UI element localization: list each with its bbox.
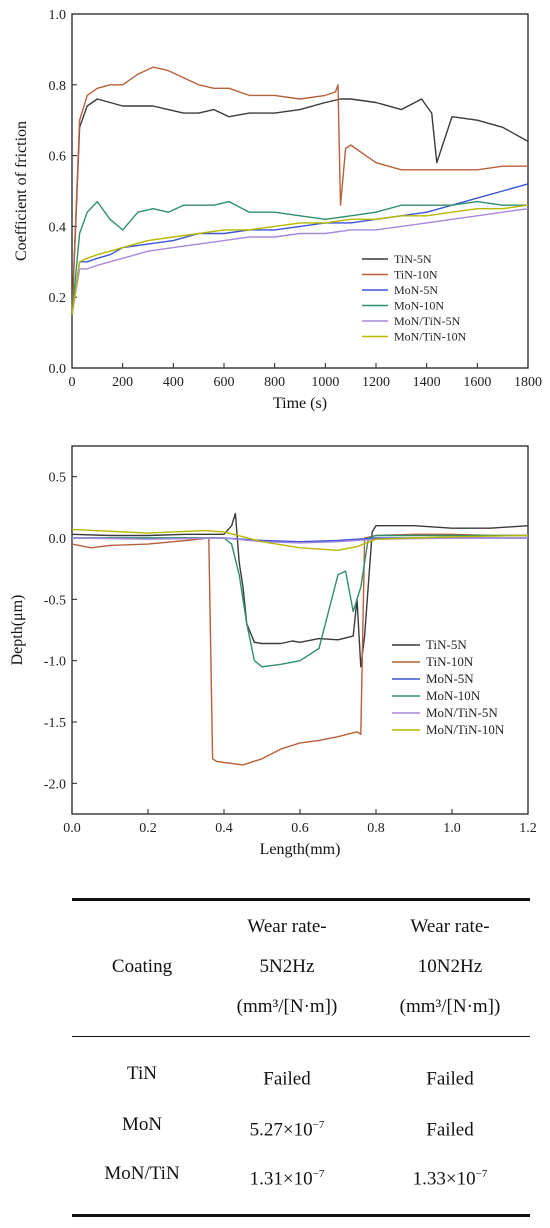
series-line-mon-10n bbox=[72, 534, 528, 668]
friction-chart: 0 200 400 600 800 1000 1200 1400 1600 1800 0.0 0.2 0… bbox=[13, 8, 542, 412]
x-axis-label: Length(mm) bbox=[260, 841, 341, 858]
x-tick-label: 0 bbox=[69, 375, 76, 390]
table-bottom-rule bbox=[72, 1214, 530, 1217]
legend: TiN-5N TiN-10N MoN-5N MoN-10N MoN/TiN-5N MoN/… bbox=[392, 637, 505, 737]
series-line-mon-tin-5n bbox=[71, 208, 529, 316]
x-tick-label: 1.0 bbox=[443, 821, 461, 836]
x-tick-label: 1400 bbox=[413, 375, 441, 390]
y-tick-label: -2.0 bbox=[44, 777, 66, 792]
legend-label: MoN-5N bbox=[426, 671, 474, 686]
series-line-tin-5n bbox=[71, 512, 529, 668]
y-tick-label: 0.4 bbox=[49, 220, 67, 235]
header-col1-line2: 5N2Hz bbox=[259, 956, 315, 977]
series-line-mon-tin-5n bbox=[71, 537, 528, 544]
series-line-mon-5n bbox=[71, 183, 529, 315]
header-col2-line1: Wear rate- bbox=[410, 916, 490, 937]
legend-label: MoN-10N bbox=[394, 299, 444, 313]
depth-profile-chart: 0.0 0.2 0.4 0.6 0.8 1.0 1.2 0.5 0.0 -0.5 -1.0 -1.5 -… bbox=[9, 445, 537, 858]
legend-label: MoN/TiN-10N bbox=[426, 722, 505, 737]
x-tick-label: 1200 bbox=[362, 375, 390, 390]
legend-label: MoN-5N bbox=[394, 283, 438, 297]
header-col2-line3: (mm³/[N·m]) bbox=[399, 996, 501, 1017]
x-tick-label: 1.2 bbox=[519, 821, 537, 836]
x-tick-label: 0.0 bbox=[63, 821, 81, 836]
series-line-mon-tin-10n bbox=[71, 528, 529, 552]
x-tick-label: 0.6 bbox=[291, 821, 309, 836]
y-tick-label: -1.0 bbox=[44, 655, 66, 670]
row-mon-value1: 5.27×10−7 bbox=[249, 1119, 325, 1141]
legend-label: TiN-10N bbox=[394, 268, 438, 282]
y-tick-label: -1.5 bbox=[44, 716, 66, 731]
legend-label: MoN/TiN-5N bbox=[426, 705, 498, 720]
plot-frame bbox=[71, 13, 529, 369]
table-top-rule bbox=[72, 898, 530, 901]
x-tick-label: 200 bbox=[112, 375, 133, 390]
x-tick-label: 400 bbox=[163, 375, 184, 390]
series-line-tin-10n bbox=[71, 66, 528, 315]
y-tick-label: 0.5 bbox=[49, 471, 67, 486]
y-axis-label: Depth(μm) bbox=[9, 595, 26, 666]
y-tick-label: 0.6 bbox=[49, 150, 67, 165]
legend-label: TiN-10N bbox=[426, 654, 474, 669]
header-col1-line1: Wear rate- bbox=[247, 916, 327, 937]
row-montin-value1: 1.31×10−7 bbox=[249, 1168, 325, 1190]
row-tin-value1: Failed bbox=[263, 1068, 311, 1090]
y-tick-label: 0.2 bbox=[49, 291, 67, 306]
series-line-mon-10n bbox=[71, 200, 528, 315]
y-axis-label: Coefficient of friction bbox=[13, 121, 30, 261]
row-mon-value2: Failed bbox=[426, 1119, 474, 1141]
legend-label: TiN-5N bbox=[426, 637, 467, 652]
x-tick-label: 600 bbox=[214, 375, 235, 390]
row-mon-coating: MoN bbox=[121, 1114, 163, 1135]
y-tick-label: 1.0 bbox=[49, 8, 67, 23]
x-axis-label: Time (s) bbox=[273, 395, 327, 412]
y-tick-label: 0.0 bbox=[49, 362, 67, 377]
series-line-tin-5n bbox=[71, 98, 529, 315]
row-montin-value2: 1.33×10−7 bbox=[412, 1168, 488, 1190]
legend-label: MoN/TiN-5N bbox=[394, 314, 461, 328]
series-line-mon-tin-10n bbox=[71, 204, 529, 315]
legend-label: MoN/TiN-10N bbox=[394, 330, 467, 344]
x-tick-label: 0.8 bbox=[367, 821, 385, 836]
legend-label: TiN-5N bbox=[394, 252, 432, 266]
x-tick-label: 1800 bbox=[514, 375, 542, 390]
x-tick-label: 1000 bbox=[311, 375, 339, 390]
x-tick-label: 0.2 bbox=[139, 821, 157, 836]
header-col1-line3: (mm³/[N·m]) bbox=[236, 996, 338, 1017]
header-coating: Coating bbox=[111, 956, 173, 977]
y-tick-label: 0.0 bbox=[49, 532, 67, 547]
header-col2-line2: 10N2Hz bbox=[417, 956, 483, 977]
row-montin-coating: MoN/TiN bbox=[104, 1163, 180, 1184]
row-tin-value2: Failed bbox=[426, 1068, 474, 1090]
plot-frame bbox=[71, 445, 529, 815]
x-tick-label: 0.4 bbox=[215, 821, 233, 836]
x-tick-label: 800 bbox=[264, 375, 285, 390]
legend-label: MoN-10N bbox=[426, 688, 481, 703]
table-mid-rule bbox=[72, 1036, 530, 1037]
y-tick-label: -0.5 bbox=[44, 593, 66, 608]
x-tick-label: 1600 bbox=[463, 375, 491, 390]
row-tin-coating: TiN bbox=[127, 1063, 157, 1084]
y-tick-label: 0.8 bbox=[49, 79, 67, 94]
